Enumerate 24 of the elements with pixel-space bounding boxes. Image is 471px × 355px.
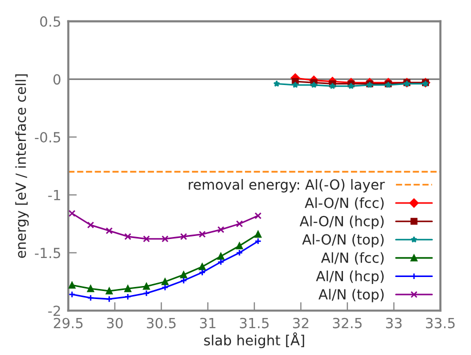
legend-label: Al/N (top) [318, 288, 384, 302]
legend-label: Al/N (hcp) [316, 270, 384, 284]
y-tick-label: -0.5 [34, 132, 60, 143]
legend-label: removal energy: Al(-O) layer [188, 179, 385, 192]
y-tick-label: -2 [48, 306, 60, 316]
x-axis-title: slab height [Å] [204, 332, 304, 348]
y-tick-label: 0 [53, 74, 60, 85]
x-tick-label: 30 [107, 318, 123, 328]
x-tick-label: 31.5 [240, 318, 269, 328]
legend-label: Al-O/N (top) [302, 234, 384, 248]
x-tick-label: 32 [293, 318, 308, 328]
y-axis-title: energy [eV / interface cell] [15, 74, 29, 258]
y-tick-label: -1 [48, 190, 60, 200]
x-tick-label: 33.5 [426, 318, 455, 328]
x-tick-label: 32.5 [332, 318, 362, 328]
x-tick-label: 30.5 [146, 318, 176, 328]
y-tick-label: -1.5 [34, 248, 60, 258]
legend-label: Al/N (fcc) [321, 252, 384, 265]
x-tick-label: 29.5 [54, 318, 83, 328]
x-tick-label: 33 [386, 318, 402, 328]
y-tick-label: 0.5 [40, 16, 60, 27]
legend-label: Al-O/N (fcc) [304, 197, 384, 210]
x-tick-label: 31 [200, 318, 216, 328]
legend-label: Al-O/N (hcp) [300, 216, 384, 230]
